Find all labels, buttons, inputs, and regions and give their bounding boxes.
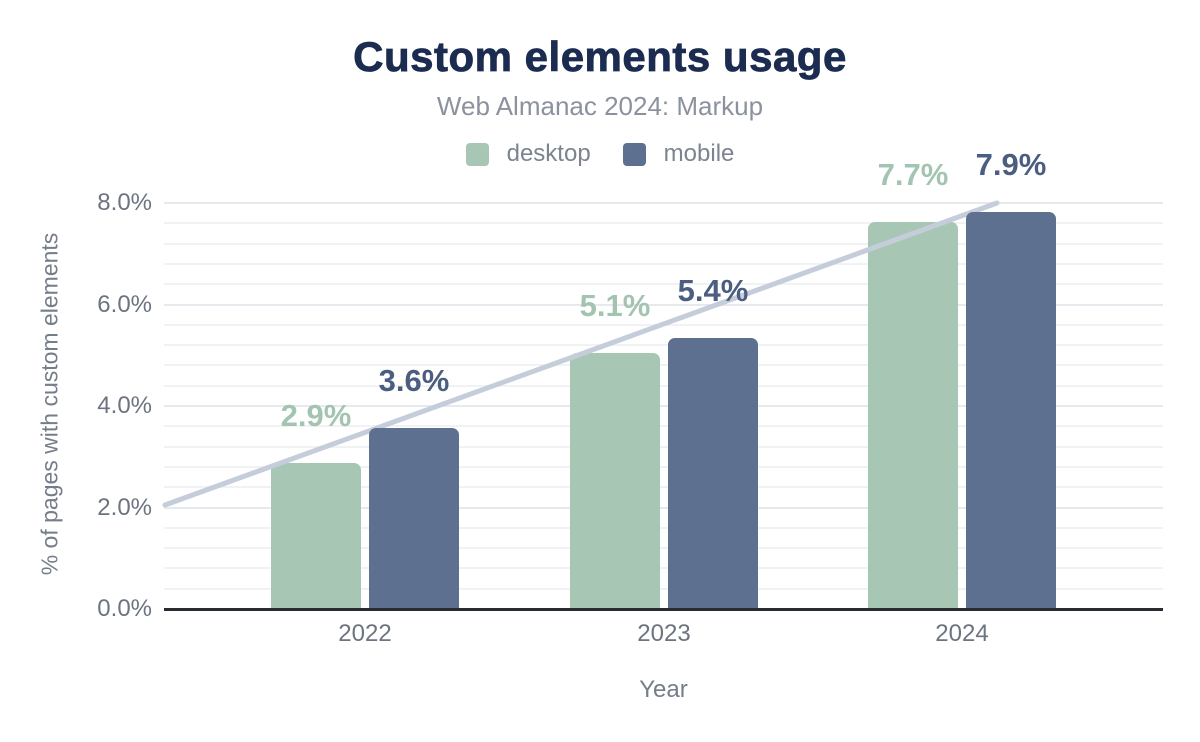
x-axis-title: Year <box>639 676 688 703</box>
bar-mobile-2024[interactable] <box>966 212 1056 609</box>
bar-desktop-2024[interactable] <box>868 222 958 609</box>
bar-desktop-2023[interactable] <box>570 352 660 609</box>
chart-subtitle: Web Almanac 2024: Markup <box>436 91 764 121</box>
chart-title: Custom elements usage <box>353 33 847 81</box>
y-tick-label-40: 4.0% <box>97 392 152 419</box>
bar-mobile-2022[interactable] <box>369 428 459 609</box>
value-label-desktop-2024: 7.7% <box>877 157 949 193</box>
y-tick-label-00: 0.0% <box>97 595 152 622</box>
gridline-minor <box>164 526 1163 529</box>
legend-label-mobile: mobile <box>663 140 735 167</box>
x-axis-baseline <box>164 608 1163 611</box>
mobile-swatch-icon <box>622 142 646 166</box>
legend-item-desktop[interactable]: desktop <box>465 140 591 168</box>
gridline-minor <box>164 567 1163 570</box>
x-tick-label-2022: 2022 <box>338 620 392 647</box>
gridline-minor <box>164 587 1163 590</box>
x-tick-label-2023: 2023 <box>637 620 691 647</box>
value-label-mobile-2023: 5.4% <box>677 272 749 308</box>
x-tick-label-2024: 2024 <box>935 620 989 647</box>
bar-mobile-2023[interactable] <box>668 337 758 609</box>
gridline-major <box>164 506 1163 509</box>
desktop-swatch-icon <box>465 142 489 166</box>
gridline-minor <box>164 547 1163 550</box>
legend-item-mobile[interactable]: mobile <box>622 140 735 168</box>
legend: desktop mobile <box>0 140 1200 168</box>
y-tick-label-80: 8.0% <box>97 189 152 216</box>
value-label-mobile-2024: 7.9% <box>975 147 1047 183</box>
value-label-mobile-2022: 3.6% <box>378 363 450 399</box>
value-label-desktop-2022: 2.9% <box>280 398 352 434</box>
gridline-major <box>164 202 1163 204</box>
y-tick-label-60: 6.0% <box>97 290 152 318</box>
bar-desktop-2022[interactable] <box>271 463 361 609</box>
legend-label-desktop: desktop <box>506 140 591 167</box>
y-tick-label-20: 2.0% <box>97 493 152 521</box>
